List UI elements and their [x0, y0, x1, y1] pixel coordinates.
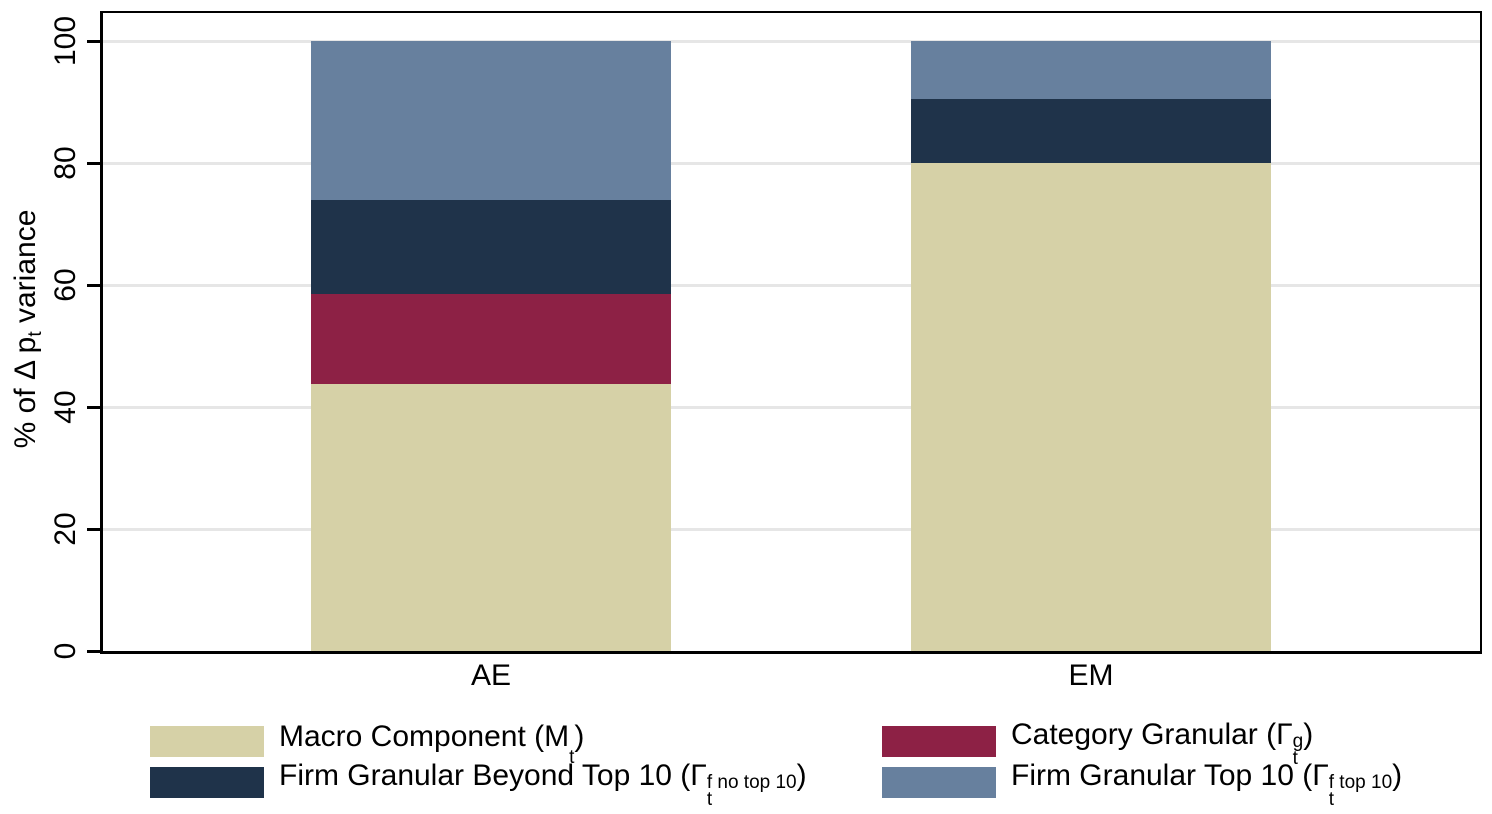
- legend-item-category-granular: Category Granular (Γ g t): [882, 719, 1313, 768]
- bar-em-segment: [911, 41, 1271, 100]
- bar-em-segment: [911, 99, 1271, 164]
- gridline-20: [103, 527, 1480, 531]
- legend-swatch-category-granular: [882, 726, 996, 757]
- bar-ae-segment: [311, 199, 671, 294]
- legend-swatch-macro-component: [150, 726, 264, 757]
- legend-label-macro-component: Macro Component (M t): [279, 719, 585, 768]
- gridline-40: [103, 405, 1480, 409]
- legend-text: Firm Granular Beyond Top 10 (Γ: [279, 759, 707, 792]
- subscript: t: [1328, 789, 1335, 810]
- subscript: t: [1292, 748, 1298, 769]
- y-axis-title-text-end: variance: [9, 209, 42, 332]
- superscript: f top 10: [1328, 772, 1393, 793]
- gridline-100: [103, 39, 1480, 43]
- legend-text: Macro Component (M: [279, 719, 570, 753]
- y-tick-label: 80: [49, 146, 82, 180]
- y-axis-title-subscript: t: [25, 331, 46, 337]
- legend-label-firm-granular-top10: Firm Granular Top 10 (Γ f top 10 t): [1011, 759, 1403, 810]
- bar-ae-segment: [311, 384, 671, 651]
- superscript: f no top 10: [706, 772, 797, 793]
- plot-inner: [103, 13, 1480, 651]
- legend-swatch-firm-granular-beyond-top10: [150, 767, 264, 798]
- legend-swatch-firm-granular-top10: [882, 767, 996, 798]
- y-tick-40: [87, 405, 100, 409]
- legend-text: Firm Granular Top 10 (Γ: [1011, 759, 1329, 792]
- subscript: t: [569, 746, 575, 768]
- y-tick-label: 100: [49, 16, 82, 67]
- legend-item-macro-component: Macro Component (M t): [150, 721, 584, 767]
- legend-item-firm-granular-top10: Firm Granular Top 10 (Γ f top 10 t): [882, 760, 1402, 809]
- legend-label-firm-granular-beyond-top10: Firm Granular Beyond Top 10 (Γ f no top 1…: [279, 759, 807, 810]
- y-tick-label: 0: [49, 642, 82, 660]
- gridline-80: [103, 161, 1480, 165]
- legend-text-end: ): [574, 719, 585, 753]
- y-axis-title-text: % of Δ p: [9, 336, 42, 449]
- x-tick-label-ae: AE: [470, 659, 512, 692]
- legend-label-category-granular: Category Granular (Γ g t): [1011, 718, 1314, 769]
- legend-text-end: ): [1303, 718, 1314, 751]
- plot-area: [100, 11, 1482, 654]
- x-tick-label-em: EM: [1068, 659, 1114, 692]
- gridline-60: [103, 283, 1480, 287]
- legend-text-end: ): [1392, 759, 1403, 792]
- y-tick-0: [87, 649, 100, 653]
- y-tick-label: 60: [49, 268, 82, 302]
- supsub: t: [569, 732, 575, 768]
- bar-em-segment: [911, 163, 1271, 651]
- superscript: g: [1292, 731, 1304, 752]
- y-tick-label: 20: [49, 512, 82, 546]
- y-tick-60: [87, 283, 100, 287]
- legend-item-firm-granular-beyond-top10: Firm Granular Beyond Top 10 (Γ f no top 1…: [150, 760, 807, 809]
- legend-text: Category Granular (Γ: [1011, 718, 1293, 751]
- y-tick-20: [87, 527, 100, 531]
- supsub: f top 10 t: [1328, 772, 1393, 810]
- y-tick-80: [87, 161, 100, 165]
- y-tick-label: 40: [49, 390, 82, 424]
- y-tick-100: [87, 39, 100, 43]
- bar-ae-segment: [311, 41, 671, 200]
- bar-ae-segment: [311, 293, 671, 385]
- legend-text-end: ): [796, 759, 807, 792]
- subscript: t: [706, 789, 713, 810]
- supsub: f no top 10 t: [706, 772, 797, 810]
